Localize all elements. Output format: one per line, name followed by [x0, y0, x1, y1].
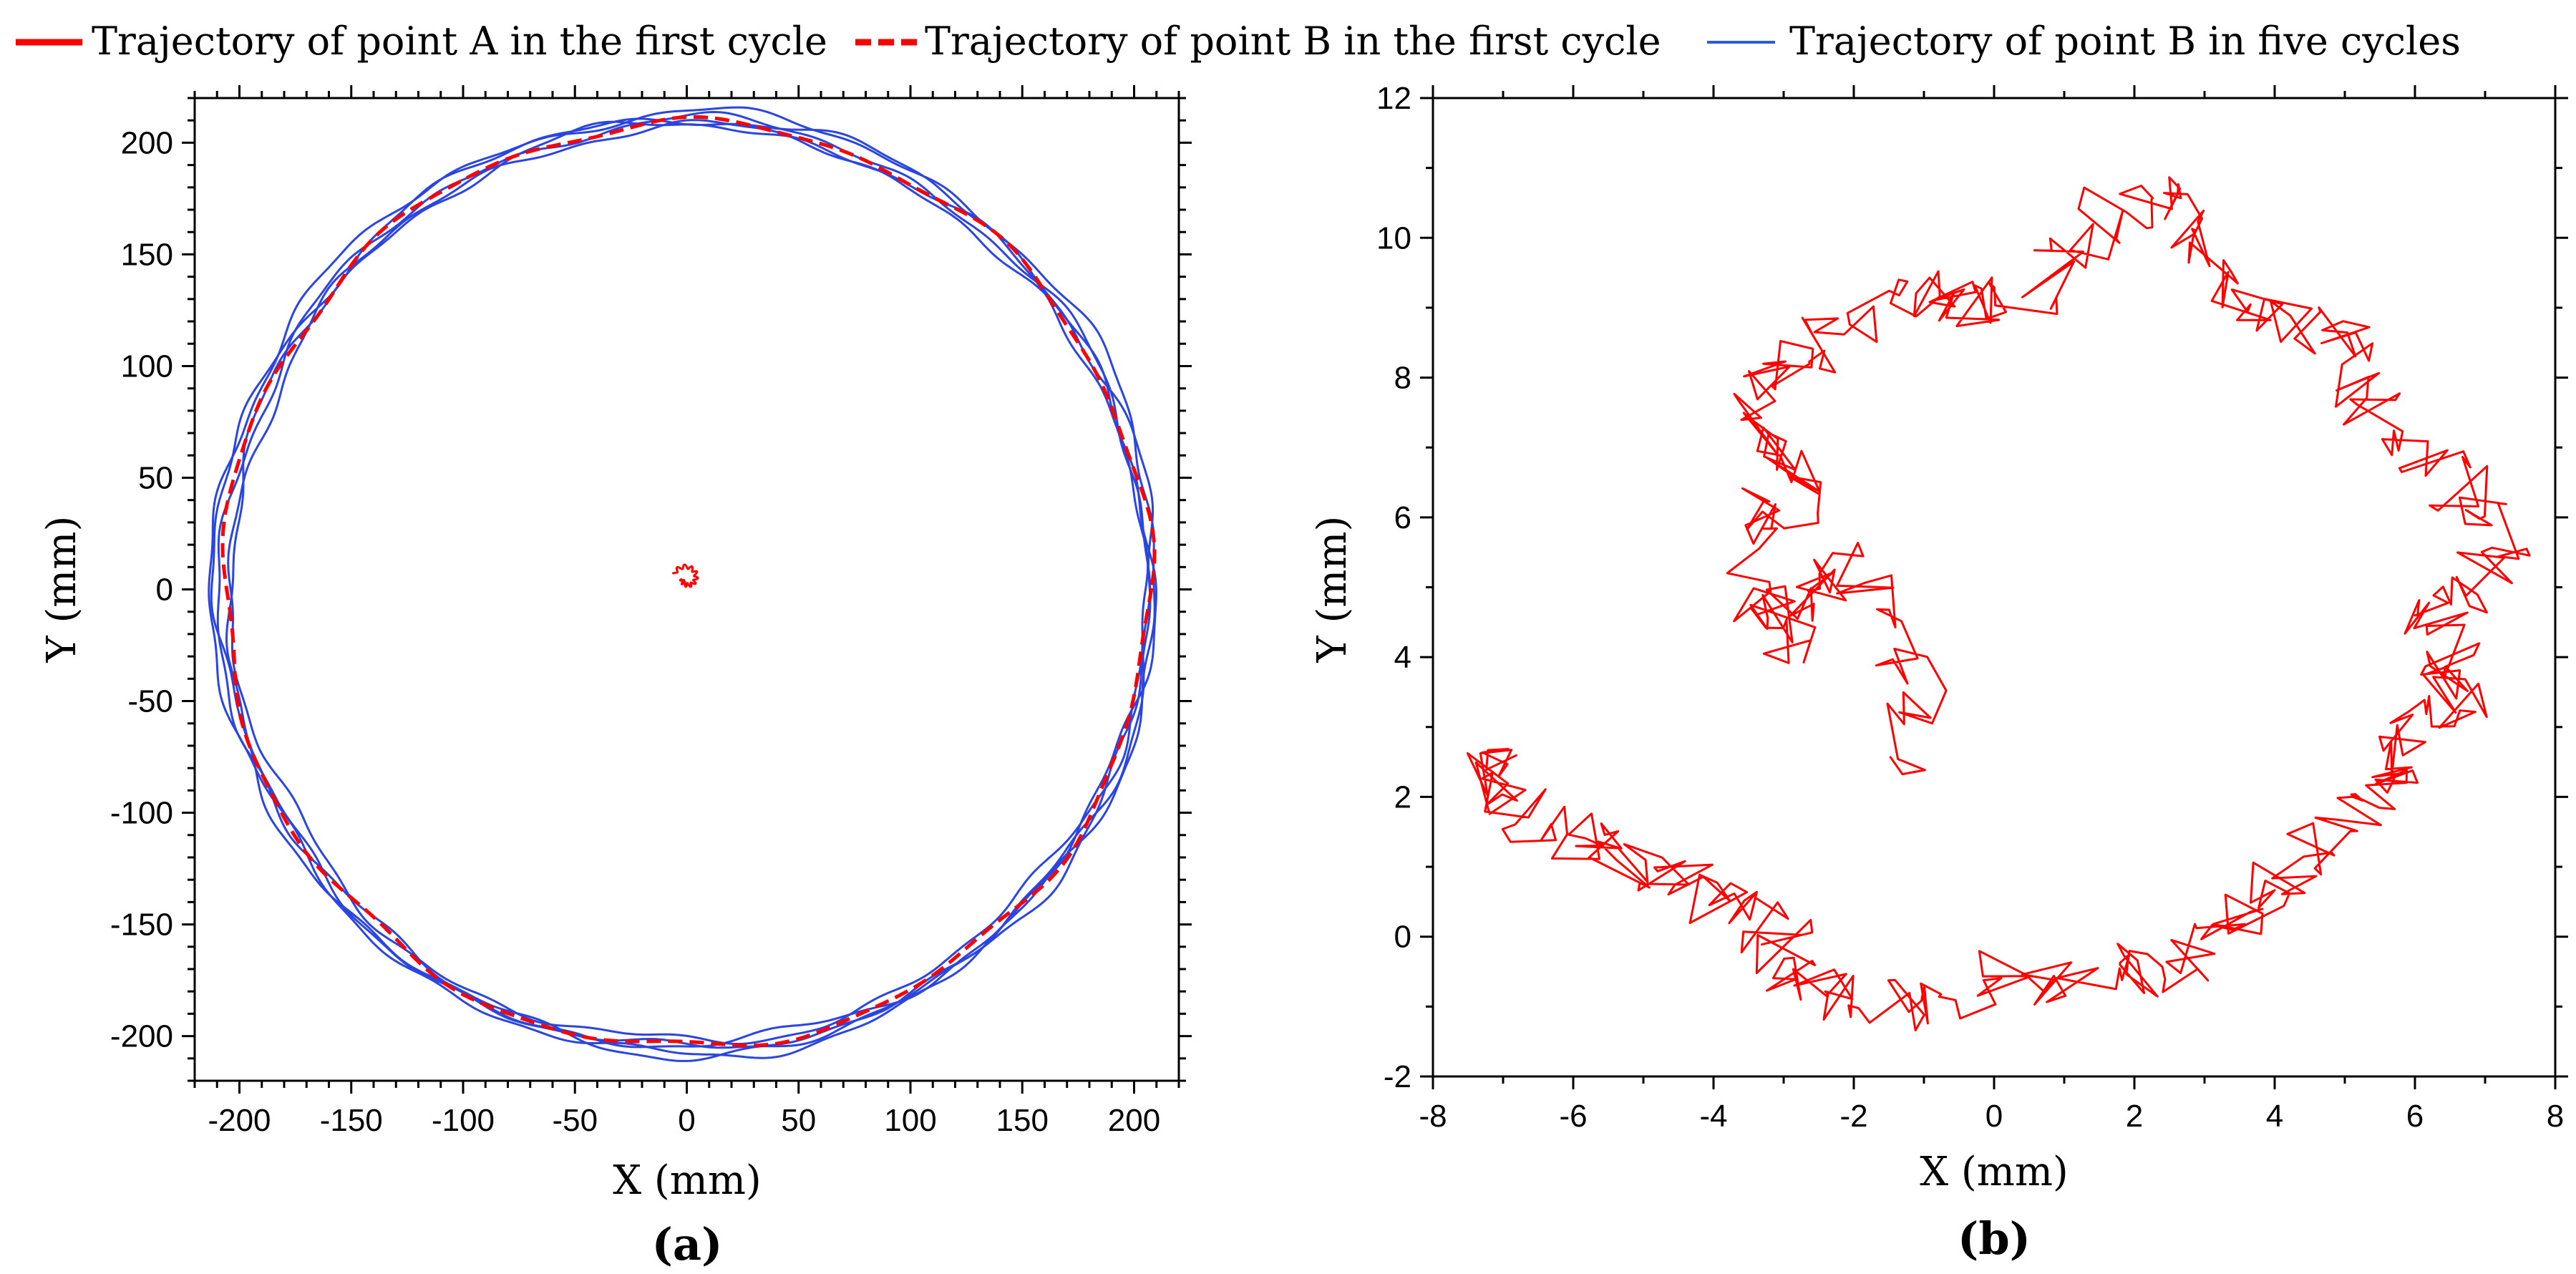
plot-area-a: [208, 106, 1158, 1062]
y-tick-label: -50: [127, 684, 173, 719]
x-tick-label: -2: [1839, 1099, 1867, 1134]
y-tick-label: -2: [1384, 1059, 1411, 1094]
series-a-first-cycle: [671, 563, 699, 588]
x-tick-label: 2: [2126, 1099, 2143, 1134]
legend-label-b-five: Trajectory of point B in five cycles: [1789, 19, 2461, 64]
y-tick-label: 2: [1394, 779, 1411, 815]
x-tick-label: -100: [432, 1103, 495, 1138]
series-a-first-cycle-zoom: [1466, 176, 2531, 1031]
chart-panel-a: -200 -150 -100 -50 0 50 100 150 200 -200 -150 -100…: [39, 85, 1192, 1270]
plot-frame-a: [193, 97, 1180, 1082]
x-tick-label: 200: [1108, 1103, 1160, 1138]
x-tick-label: 8: [2547, 1099, 2564, 1134]
y-tick-label: -150: [110, 908, 173, 943]
x-axis-title-b: X (mm): [1920, 1149, 2069, 1195]
x-tick-label: -150: [320, 1103, 383, 1138]
legend: Trajectory of point A in the first cycle…: [16, 19, 2461, 64]
y-axis-title-a: Y (mm): [39, 516, 85, 663]
y-tick-label: 150: [121, 237, 173, 272]
x-tick-label: 0: [678, 1103, 695, 1138]
x-tick-label: -8: [1419, 1099, 1447, 1134]
series-b-five-cycles-loop: [216, 110, 1152, 1049]
x-tick-label: 50: [781, 1103, 816, 1138]
y-tick-label: 100: [121, 349, 173, 384]
y-tick-label: -200: [110, 1019, 173, 1054]
y-tick-label: 200: [121, 125, 173, 160]
x-tick-labels-a: -200 -150 -100 -50 0 50 100 150 200: [208, 1103, 1160, 1138]
x-tick-label: 0: [1986, 1099, 2003, 1134]
x-tick-label: 6: [2406, 1099, 2424, 1134]
plot-frame-b: [1432, 97, 2557, 1078]
panel-label-b: (b): [1958, 1212, 2031, 1265]
y-tick-label: 0: [1394, 920, 1411, 955]
series-b-first-cycle: [220, 115, 1157, 1048]
y-tick-label: 50: [138, 460, 173, 495]
x-tick-label: -50: [552, 1103, 598, 1138]
y-tick-label: 12: [1376, 81, 1411, 116]
y-tick-label: 4: [1394, 640, 1411, 675]
legend-label-a: Trajectory of point A in the first cycle: [92, 19, 827, 64]
y-tick-label: 10: [1376, 220, 1411, 256]
series-b-five-cycles-loop: [227, 119, 1150, 1045]
x-tick-labels-b: -8 -6 -4 -2 0 2 4 6 8: [1419, 1099, 2564, 1134]
plot-area-b: [1466, 176, 2531, 1031]
y-tick-label: 8: [1394, 361, 1411, 396]
x-tick-label: -6: [1559, 1099, 1587, 1134]
y-tick-labels-b: -2 0 2 4 6 8 10 12: [1376, 81, 1411, 1094]
y-tick-labels-a: -200 -150 -100 -50 0 50 100 150 200: [110, 125, 173, 1054]
x-tick-label: -4: [1699, 1099, 1727, 1134]
y-axis-title-b: Y (mm): [1309, 516, 1356, 663]
series-b-five-cycles-loop: [208, 106, 1156, 1059]
x-tick-label: 100: [884, 1103, 936, 1138]
tick-marks-a: [182, 85, 1192, 1094]
x-axis-title-a: X (mm): [613, 1157, 762, 1204]
x-tick-label: 150: [996, 1103, 1049, 1138]
y-tick-label: 6: [1394, 500, 1411, 535]
tick-marks-b: [1420, 85, 2568, 1089]
y-tick-label: 0: [156, 573, 173, 608]
panel-label-a: (a): [652, 1218, 723, 1270]
y-tick-label: -100: [110, 796, 173, 831]
x-tick-label: -200: [208, 1103, 271, 1138]
x-tick-label: 4: [2266, 1099, 2283, 1134]
legend-label-b-first: Trajectory of point B in the first cycle: [925, 19, 1661, 64]
